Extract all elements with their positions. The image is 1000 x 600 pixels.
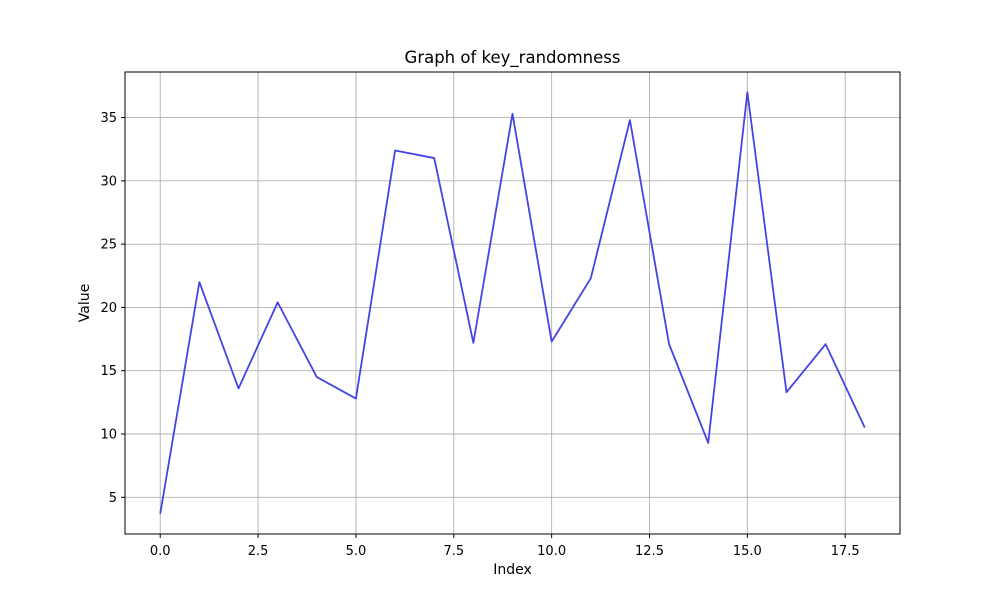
series-layer <box>159 91 866 514</box>
y-tick-label: 10 <box>100 428 117 443</box>
y-tick-label: 15 <box>100 364 117 379</box>
y-tick-label: 20 <box>100 301 117 316</box>
x-tick-label: 5.0 <box>346 544 367 559</box>
y-tick-label: 25 <box>100 238 117 253</box>
y-tick-label: 30 <box>100 174 117 189</box>
series-line <box>159 91 866 514</box>
x-tick-label: 17.5 <box>831 544 860 559</box>
x-axis: 0.0 2.5 5.0 7.5 10.0 12.5 15.0 17.5 <box>150 534 860 559</box>
y-axis-title: Value <box>77 284 93 322</box>
chart-title: Graph of key_randomness <box>405 48 621 68</box>
y-axis: 5 10 15 20 25 30 35 <box>100 111 125 506</box>
x-axis-title: Index <box>493 562 532 578</box>
x-tick-label: 2.5 <box>248 544 269 559</box>
x-tick-label: 7.5 <box>443 544 464 559</box>
y-tick-label: 5 <box>109 491 117 506</box>
x-tick-label: 15.0 <box>733 544 762 559</box>
x-tick-label: 12.5 <box>635 544 664 559</box>
y-tick-label: 35 <box>100 111 117 126</box>
x-tick-label: 0.0 <box>150 544 171 559</box>
grid-lines <box>125 72 900 534</box>
x-tick-label: 10.0 <box>537 544 566 559</box>
plot-area-frame <box>124 71 901 535</box>
